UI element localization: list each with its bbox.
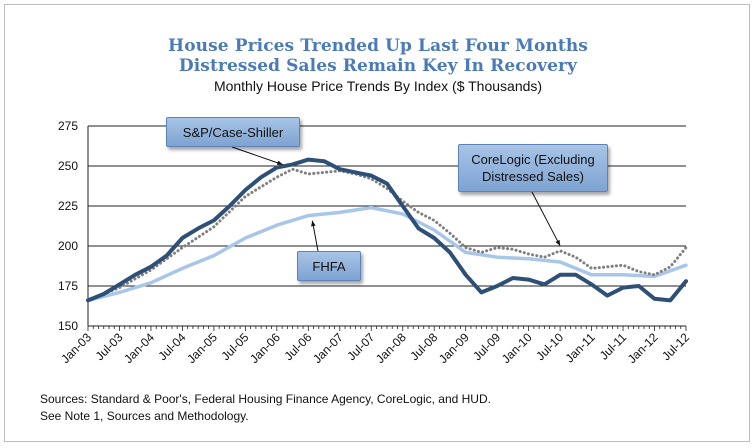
y-tick-150: 150 xyxy=(58,319,78,333)
callout-corelogic-line1: CoreLogic (Excluding xyxy=(471,152,595,167)
chart-title-line2: Distressed Sales Remain Key In Recovery xyxy=(178,56,578,76)
x-tick-Jul-03: Jul-03 xyxy=(93,330,126,363)
x-tick-Jul-05: Jul-05 xyxy=(218,330,251,363)
sources-note: Sources: Standard & Poor's, Federal Hous… xyxy=(40,391,491,425)
y-tick-225: 225 xyxy=(58,199,78,213)
x-tick-Jul-09: Jul-09 xyxy=(470,330,503,363)
x-tick-Jan-06: Jan-06 xyxy=(247,330,283,366)
x-tick-Jan-03: Jan-03 xyxy=(58,330,94,366)
x-tick-Jul-12: Jul-12 xyxy=(659,330,692,363)
x-tick-Jul-08: Jul-08 xyxy=(407,330,440,363)
callout-fhfa: FHFA xyxy=(297,251,361,281)
leader-fhfa-head xyxy=(311,220,316,227)
x-tick-Jan-04: Jan-04 xyxy=(121,330,157,366)
callout-corelogic: CoreLogic (Excluding Distressed Sales) xyxy=(458,144,608,192)
chart-frame xyxy=(4,4,750,442)
x-tick-Jan-12: Jan-12 xyxy=(625,330,661,366)
x-tick-Jul-10: Jul-10 xyxy=(533,330,566,363)
x-tick-Jan-10: Jan-10 xyxy=(499,330,535,366)
y-tick-250: 250 xyxy=(58,159,78,173)
chart-subtitle: Monthly House Price Trends By Index ($ T… xyxy=(213,78,543,94)
callout-leader-lines xyxy=(231,146,561,252)
x-tick-Jan-07: Jan-07 xyxy=(310,330,346,366)
x-tick-Jan-09: Jan-09 xyxy=(436,330,472,366)
series-line-corelogic xyxy=(86,167,688,302)
y-tick-labels: 150 175 200 225 250 275 xyxy=(58,119,78,333)
x-tick-Jan-05: Jan-05 xyxy=(184,330,220,366)
sources-line2: See Note 1, Sources and Methodology. xyxy=(40,409,249,423)
series-line-fhfa xyxy=(86,205,688,303)
y-tick-200: 200 xyxy=(58,239,78,253)
callout-corelogic-label: CoreLogic (Excluding Distressed Sales) xyxy=(471,151,595,185)
callout-corelogic-line2: Distressed Sales) xyxy=(482,169,584,184)
series-line-spcaseshiller xyxy=(86,157,688,303)
leader-corelogic xyxy=(531,191,561,247)
callout-sp-case-shiller: S&P/Case-Shiller xyxy=(166,117,300,147)
x-tick-labels: Jan-03Jul-03Jan-04Jul-04Jan-05Jul-05Jan-… xyxy=(58,330,692,366)
series-lines xyxy=(86,157,688,303)
y-tick-175: 175 xyxy=(58,279,78,293)
leader-sp xyxy=(231,146,284,166)
sources-line1: Sources: Standard & Poor's, Federal Hous… xyxy=(40,392,491,406)
x-tick-Jan-11: Jan-11 xyxy=(562,330,597,365)
callout-sp-label: S&P/Case-Shiller xyxy=(182,124,284,140)
axes xyxy=(87,126,687,331)
y-tick-275: 275 xyxy=(58,119,78,133)
x-tick-Jul-11: Jul-11 xyxy=(597,330,630,363)
callout-fhfa-label: FHFA xyxy=(312,258,346,274)
chart-title-line1: House Prices Trended Up Last Four Months xyxy=(168,36,588,56)
x-tick-Jan-08: Jan-08 xyxy=(373,330,409,366)
leader-sp-head xyxy=(276,160,283,166)
leader-corelogic-head xyxy=(555,239,561,246)
x-tick-Jul-04: Jul-04 xyxy=(156,330,189,363)
x-tick-Jul-06: Jul-06 xyxy=(281,330,314,363)
x-tick-Jul-07: Jul-07 xyxy=(344,330,377,363)
